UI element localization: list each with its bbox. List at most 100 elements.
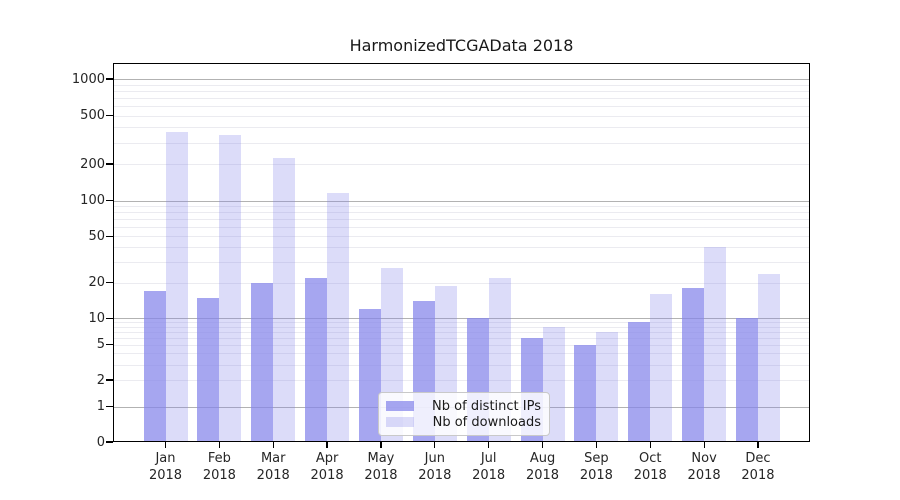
y-gridline-minor [114,337,809,339]
y-gridline-minor [114,322,809,324]
x-tick-label: Apr 2018 [310,451,344,483]
bar-nb-of-distinct-ips-may-2018 [358,308,381,441]
y-tick-mark [106,379,113,381]
x-tick-mark [595,442,597,448]
bar-nb-of-downloads-feb-2018 [219,134,242,441]
chart-title: HarmonizedTCGAData 2018 [349,36,574,55]
y-gridline-major [114,318,809,320]
bar-nb-of-distinct-ips-feb-2018 [197,297,220,441]
y-gridline-minor [114,326,809,328]
x-tick-mark [703,442,705,448]
legend-label-downloads: Nb of downloads [432,414,541,430]
bar-nb-of-distinct-ips-dec-2018 [735,318,758,441]
x-tick-label: Feb 2018 [202,451,236,483]
legend: Nb of distinct IPs Nb of downloads [378,392,550,436]
y-tick-mark [106,317,113,319]
y-gridline-minor [114,206,809,208]
x-tick-label: Jan 2018 [148,451,183,483]
y-tick-mark [106,115,113,117]
y-gridline-minor [114,218,809,220]
x-tick-mark [164,442,167,448]
y-tick-mark [106,441,113,443]
y-gridline-minor [114,226,809,228]
bar-nb-of-downloads-dec-2018 [757,273,780,441]
y-tick-mark [106,200,113,202]
x-tick-mark [757,442,759,448]
x-tick-mark [272,442,274,448]
bar-nb-of-downloads-nov-2018 [704,247,727,441]
bar-nb-of-downloads-mar-2018 [273,157,296,441]
x-tick-label: Mar 2018 [256,451,290,483]
y-tick-label: 50 [88,228,105,244]
y-gridline-minor [114,353,809,355]
bar-nb-of-distinct-ips-oct-2018 [628,322,651,441]
y-gridline-minor [114,90,809,92]
x-tick-mark [380,442,382,448]
y-gridline-minor [114,236,809,238]
y-tick-mark [106,344,113,346]
y-gridline-minor [114,115,809,117]
x-tick-mark [434,442,436,448]
x-tick-label: May 2018 [364,451,398,483]
y-gridline-minor [114,142,809,144]
bar-nb-of-downloads-apr-2018 [327,193,350,441]
x-tick-label: Dec 2018 [741,451,775,483]
bar-nb-of-distinct-ips-nov-2018 [682,288,705,441]
x-tick-label: Jun 2018 [418,451,452,483]
legend-swatch-distinct-ips [386,401,414,411]
y-tick-label: 200 [80,156,105,172]
y-tick-label: 2 [96,372,105,388]
bar-nb-of-downloads-jan-2018 [165,132,188,441]
y-tick-label: 1000 [71,71,105,87]
y-gridline-minor [114,331,809,333]
y-gridline-minor [114,212,809,214]
y-gridline-minor [114,247,809,249]
bar-nb-of-distinct-ips-jan-2018 [143,291,166,441]
plot-area [113,63,810,442]
y-tick-mark [106,235,113,237]
y-tick-label: 20 [88,275,105,291]
y-gridline-major [114,200,809,202]
y-tick-label: 1 [96,399,105,415]
y-gridline-minor [114,164,809,166]
y-tick-mark [106,163,113,165]
y-gridline-minor [114,282,809,284]
legend-entry-distinct-ips: Nb of distinct IPs [386,398,541,414]
x-tick-label: Aug 2018 [525,451,560,483]
y-tick-label: 500 [80,108,105,124]
y-tick-label: 0 [96,434,105,450]
y-gridline-minor [114,364,809,366]
bar-nb-of-distinct-ips-apr-2018 [305,278,328,441]
x-tick-label: Oct 2018 [633,451,667,483]
bar-nb-of-distinct-ips-sep-2018 [574,344,597,441]
x-tick-label: Sep 2018 [579,451,613,483]
x-tick-mark [541,442,544,448]
bar-nb-of-downloads-oct-2018 [650,294,673,441]
legend-swatch-downloads [386,417,414,427]
y-gridline-minor [114,262,809,264]
y-tick-mark [106,406,113,408]
x-tick-label: Nov 2018 [687,451,721,483]
y-gridline-minor [114,97,809,99]
y-gridline-minor [114,344,809,346]
legend-entry-downloads: Nb of downloads [386,414,541,430]
x-tick-mark [649,442,651,448]
x-tick-label: Jul 2018 [472,451,506,483]
y-gridline-minor [114,84,809,86]
y-tick-mark [106,282,113,284]
y-tick-label: 100 [80,193,105,209]
y-tick-label: 10 [88,310,105,326]
bar-nb-of-distinct-ips-mar-2018 [251,282,274,441]
y-gridline-major [114,79,809,80]
legend-label-distinct-ips: Nb of distinct IPs [432,398,541,414]
x-tick-mark [326,442,328,448]
x-tick-mark [488,442,490,448]
y-gridline-minor [114,380,809,382]
y-gridline-minor [114,105,809,107]
y-gridline-minor [114,127,809,129]
y-tick-mark [106,78,113,80]
bar-nb-of-downloads-sep-2018 [596,331,619,441]
x-tick-mark [218,442,220,448]
y-tick-label: 5 [96,337,105,353]
